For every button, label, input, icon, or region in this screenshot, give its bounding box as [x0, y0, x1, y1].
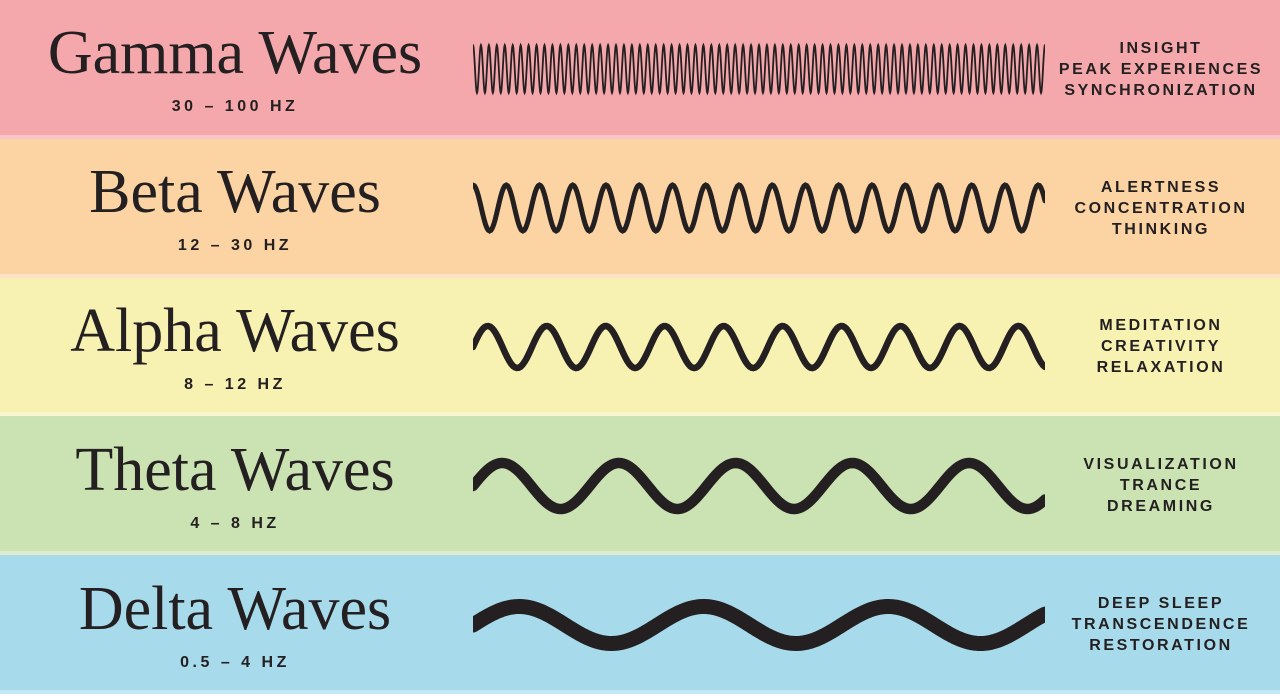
keyword: TRANCE	[1119, 477, 1203, 495]
theta-title: Theta Waves	[75, 435, 395, 504]
keyword: THINKING	[1111, 220, 1211, 238]
keyword: SYNCHRONIZATION	[1064, 81, 1258, 99]
beta-keywords: ALERTNESS CONCENTRATION THINKING	[1048, 139, 1280, 278]
alpha-title: Alpha Waves	[70, 296, 400, 365]
keyword: MEDITATION	[1099, 317, 1223, 335]
row-beta: Beta Waves 12 – 30 HZ ALERTNESS CONCENTR…	[0, 138, 1280, 278]
delta-waveform-icon	[470, 555, 1048, 694]
gamma-frequency-range: 30 – 100 HZ	[171, 98, 299, 116]
keyword: DREAMING	[1107, 498, 1215, 516]
keyword: CONCENTRATION	[1074, 199, 1248, 217]
gamma-waveform-icon	[470, 0, 1048, 139]
theta-frequency-range: 4 – 8 HZ	[190, 514, 280, 532]
row-delta: Delta Waves 0.5 – 4 HZ DEEP SLEEP TRANSC…	[0, 555, 1280, 694]
beta-waveform-icon	[470, 139, 1048, 278]
keyword: RELAXATION	[1096, 359, 1226, 377]
alpha-keywords: MEDITATION CREATIVITY RELAXATION	[1048, 278, 1280, 417]
gamma-title: Gamma Waves	[47, 19, 423, 88]
keyword: PEAK EXPERIENCES	[1058, 60, 1264, 78]
gamma-label-block: Gamma Waves 30 – 100 HZ	[0, 0, 470, 139]
keyword: TRANSCENDENCE	[1071, 616, 1251, 634]
theta-waveform-icon	[470, 416, 1048, 555]
beta-frequency-range: 12 – 30 HZ	[177, 237, 293, 255]
keyword: VISUALIZATION	[1083, 456, 1239, 474]
alpha-waveform-icon	[470, 278, 1048, 417]
beta-label-block: Beta Waves 12 – 30 HZ	[0, 139, 470, 278]
keyword: DEEP SLEEP	[1097, 595, 1225, 613]
beta-title: Beta Waves	[89, 158, 381, 227]
row-alpha: Alpha Waves 8 – 12 HZ MEDITATION CREATIV…	[0, 277, 1280, 417]
delta-keywords: DEEP SLEEP TRANSCENDENCE RESTORATION	[1048, 555, 1280, 694]
keyword: CREATIVITY	[1101, 338, 1221, 356]
delta-label-block: Delta Waves 0.5 – 4 HZ	[0, 555, 470, 694]
delta-frequency-range: 0.5 – 4 HZ	[180, 653, 290, 671]
theta-label-block: Theta Waves 4 – 8 HZ	[0, 416, 470, 555]
row-theta: Theta Waves 4 – 8 HZ VISUALIZATION TRANC…	[0, 416, 1280, 556]
alpha-frequency-range: 8 – 12 HZ	[184, 375, 286, 393]
gamma-keywords: INSIGHT PEAK EXPERIENCES SYNCHRONIZATION	[1048, 0, 1280, 139]
keyword: RESTORATION	[1089, 637, 1233, 655]
delta-title: Delta Waves	[78, 574, 392, 643]
keyword: INSIGHT	[1119, 39, 1203, 57]
keyword: ALERTNESS	[1100, 178, 1222, 196]
theta-keywords: VISUALIZATION TRANCE DREAMING	[1048, 416, 1280, 555]
alpha-label-block: Alpha Waves 8 – 12 HZ	[0, 278, 470, 417]
row-gamma: Gamma Waves 30 – 100 HZ INSIGHT PEAK EXP…	[0, 0, 1280, 139]
